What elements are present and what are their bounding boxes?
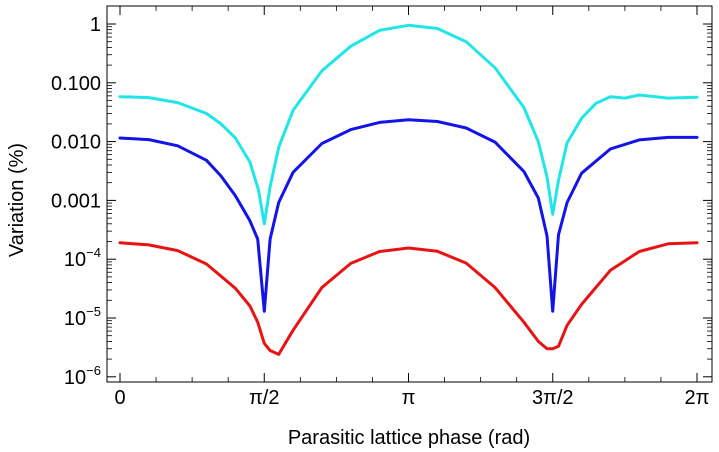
y-tick-label-base: 10 — [64, 367, 86, 389]
y-tick-label-exponent: −6 — [86, 363, 101, 378]
y-tick-label: 10−6 — [64, 363, 101, 389]
x-tick-label: π/2 — [249, 387, 279, 409]
y-tick-label-base: 10 — [64, 249, 86, 271]
x-axis-ticks: 0 π/2 π 3π/2 2π — [114, 6, 709, 409]
x-tick-label: 3π/2 — [532, 387, 574, 409]
x-axis-title: Parasitic lattice phase (rad) — [288, 427, 530, 449]
x-tick-label: 2π — [685, 387, 710, 409]
y-tick-label-base: 10 — [64, 308, 86, 330]
y-tick-label: 0.010 — [51, 132, 101, 154]
x-tick-label: π — [402, 387, 416, 409]
series-line-blue — [118, 118, 699, 313]
y-axis-title: Variation (%) — [6, 143, 28, 257]
y-tick-label: 0.001 — [51, 190, 101, 212]
series-line-red — [118, 241, 699, 356]
y-tick-label: 10−4 — [64, 245, 101, 271]
y-tick-label-exponent: −4 — [86, 245, 101, 260]
y-tick-label: 10−5 — [64, 304, 101, 330]
series-group — [118, 23, 699, 356]
y-tick-label: 0.100 — [51, 73, 101, 95]
x-tick-label: 0 — [114, 387, 125, 409]
plot-frame — [106, 5, 713, 383]
y-tick-label: 1 — [90, 14, 101, 36]
series-line-cyan — [118, 23, 699, 226]
y-tick-label-exponent: −5 — [86, 304, 101, 319]
